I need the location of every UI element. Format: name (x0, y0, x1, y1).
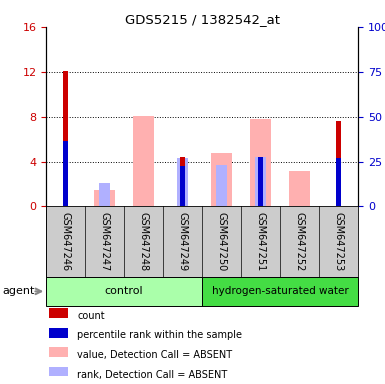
Bar (336, 121, 341, 207)
Bar (49, 367, 68, 377)
Text: GSM647248: GSM647248 (139, 212, 149, 271)
Bar (250, 119, 271, 207)
Bar (63, 71, 68, 207)
Text: GSM647252: GSM647252 (295, 212, 305, 271)
Bar (133, 116, 154, 207)
Bar (202, 277, 358, 306)
Bar (336, 158, 341, 207)
Bar (180, 157, 185, 207)
Bar (46, 277, 202, 306)
Bar (258, 157, 263, 207)
Title: GDS5215 / 1382542_at: GDS5215 / 1382542_at (125, 13, 280, 26)
Text: GSM647246: GSM647246 (61, 212, 71, 271)
Text: value, Detection Call = ABSENT: value, Detection Call = ABSENT (77, 350, 233, 360)
Bar (289, 170, 310, 207)
Text: rank, Detection Call = ABSENT: rank, Detection Call = ABSENT (77, 370, 228, 380)
Bar (99, 183, 110, 207)
Bar (63, 141, 68, 207)
Text: GSM647247: GSM647247 (100, 212, 110, 271)
Text: hydrogen-saturated water: hydrogen-saturated water (212, 286, 348, 296)
Bar (49, 348, 68, 357)
Bar (255, 157, 266, 207)
Bar (216, 165, 227, 207)
Text: percentile rank within the sample: percentile rank within the sample (77, 331, 243, 341)
Text: GSM647249: GSM647249 (177, 212, 187, 271)
Bar (94, 190, 116, 207)
Text: GSM647250: GSM647250 (217, 212, 227, 271)
Bar (49, 308, 68, 318)
Bar (211, 152, 232, 207)
Text: control: control (105, 286, 144, 296)
Text: GSM647253: GSM647253 (333, 212, 343, 271)
Bar (177, 158, 188, 207)
Bar (180, 166, 185, 207)
Text: agent: agent (2, 286, 34, 296)
Text: GSM647251: GSM647251 (256, 212, 266, 271)
Bar (49, 328, 68, 338)
Text: count: count (77, 311, 105, 321)
